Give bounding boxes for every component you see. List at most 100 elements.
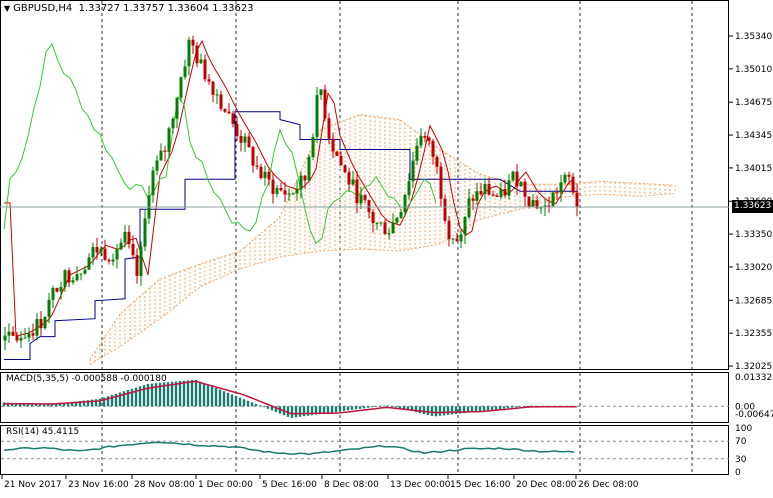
macd-histogram-bar: [478, 406, 482, 412]
price-tick-label: 1.35340: [735, 32, 772, 42]
macd-histogram-bar: [342, 406, 346, 411]
candle-body: [323, 89, 327, 119]
candle-body: [455, 238, 459, 242]
macd-histogram-bar: [174, 381, 178, 407]
current-price-tag: 1.33623: [732, 200, 773, 213]
triangle-down-icon[interactable]: ▼: [4, 4, 11, 13]
candle-body: [39, 319, 43, 329]
macd-histogram-bar: [290, 406, 294, 418]
candle-body: [419, 136, 423, 146]
candle-body: [111, 259, 115, 262]
price-tick-label: 1.34345: [735, 131, 772, 141]
candles: [3, 35, 579, 351]
candle-body: [519, 181, 523, 187]
macd-histogram-bar: [98, 398, 102, 407]
candle-body: [355, 179, 359, 204]
macd-histogram-bar: [378, 406, 382, 407]
macd-histogram-bar: [254, 404, 258, 407]
candle-body: [403, 194, 407, 213]
macd-histogram-bar: [206, 384, 210, 407]
candle-body: [179, 77, 183, 98]
macd-histogram-bar: [34, 403, 38, 407]
macd-histogram-bar: [402, 406, 406, 410]
candle-body: [207, 79, 211, 82]
time-tick-label: 20 Dec 08:00: [516, 480, 577, 490]
macd-histogram-bar: [510, 406, 514, 408]
candle-body: [59, 287, 63, 292]
candle-body: [547, 205, 551, 207]
macd-histogram-bar: [62, 403, 66, 407]
candle-body: [151, 170, 155, 196]
macd-histogram-bar: [82, 400, 86, 407]
macd-histogram-bar: [138, 386, 142, 407]
candle-body: [171, 118, 175, 129]
macd-histogram-bar: [394, 406, 398, 408]
macd-histogram-bar: [118, 392, 122, 407]
candle-body: [495, 195, 499, 197]
macd-histogram-bar: [270, 406, 274, 411]
candle-body: [567, 174, 571, 177]
candle-body: [451, 238, 455, 240]
price-tick-label: 1.32025: [735, 362, 772, 372]
time-tick-label: 8 Dec 08:00: [324, 480, 379, 490]
candle-body: [215, 94, 219, 96]
candle-body: [203, 59, 207, 80]
candle-body: [155, 160, 159, 171]
macd-histogram-bar: [42, 404, 46, 407]
rsi-tick-label: 30: [735, 455, 747, 465]
candle-body: [327, 118, 331, 139]
macd-histogram-bar: [202, 383, 206, 407]
candle-body: [95, 247, 99, 253]
price-tick-label: 1.34015: [735, 164, 772, 174]
candle-body: [375, 223, 379, 225]
macd-histogram-bar: [450, 406, 454, 415]
candle-body: [435, 156, 439, 167]
candle-body: [291, 193, 295, 195]
macd-histogram-bar: [306, 406, 310, 416]
candle-body: [187, 39, 191, 67]
candle-body: [143, 218, 147, 247]
macd-histogram-bar: [134, 387, 138, 407]
candle-body: [47, 299, 51, 317]
candle-body: [311, 137, 315, 157]
candle-body: [263, 171, 267, 178]
candle-body: [139, 246, 143, 276]
macd-histogram-bar: [150, 383, 154, 407]
candle-body: [307, 156, 311, 181]
candle-body: [191, 39, 195, 46]
price-tick-label: 1.32685: [735, 296, 772, 306]
candle-body: [51, 288, 55, 300]
symbol-label: GBPUSD,H4: [13, 3, 73, 14]
macd-histogram-bar: [294, 406, 298, 418]
macd-histogram-bar: [54, 403, 58, 407]
price-tick-label: 1.33020: [735, 263, 772, 273]
macd-histogram-bar: [434, 406, 438, 417]
candle-body: [499, 189, 503, 197]
time-tick-label: 15 Dec 16:00: [450, 480, 511, 490]
macd-histogram-bar: [330, 406, 334, 413]
candle-body: [115, 249, 119, 260]
candle-body: [23, 337, 27, 339]
candle-body: [443, 198, 447, 221]
candle-body: [127, 231, 131, 244]
macd-histogram-bar: [382, 405, 386, 407]
candle-body: [431, 140, 435, 157]
macd-histogram-bar: [94, 399, 98, 407]
candle-body: [447, 220, 451, 240]
macd-title: MACD(5,35,5) -0.000588 -0.000180: [6, 374, 167, 384]
macd-histogram-bar: [114, 393, 118, 407]
macd-histogram-bar: [242, 399, 246, 407]
candle-body: [467, 198, 471, 217]
time-tick-label: 26 Dec 08:00: [578, 480, 639, 490]
macd-histogram-bar: [298, 406, 302, 417]
macd-histogram-bar: [410, 406, 414, 412]
macd-histogram-bar: [454, 406, 458, 414]
macd-histogram-bar: [146, 384, 150, 407]
time-tick-label: 28 Nov 08:00: [134, 480, 195, 490]
candle-body: [43, 316, 47, 329]
price-tick-label: 1.35010: [735, 65, 772, 75]
candle-body: [67, 270, 71, 283]
candle-body: [395, 217, 399, 223]
